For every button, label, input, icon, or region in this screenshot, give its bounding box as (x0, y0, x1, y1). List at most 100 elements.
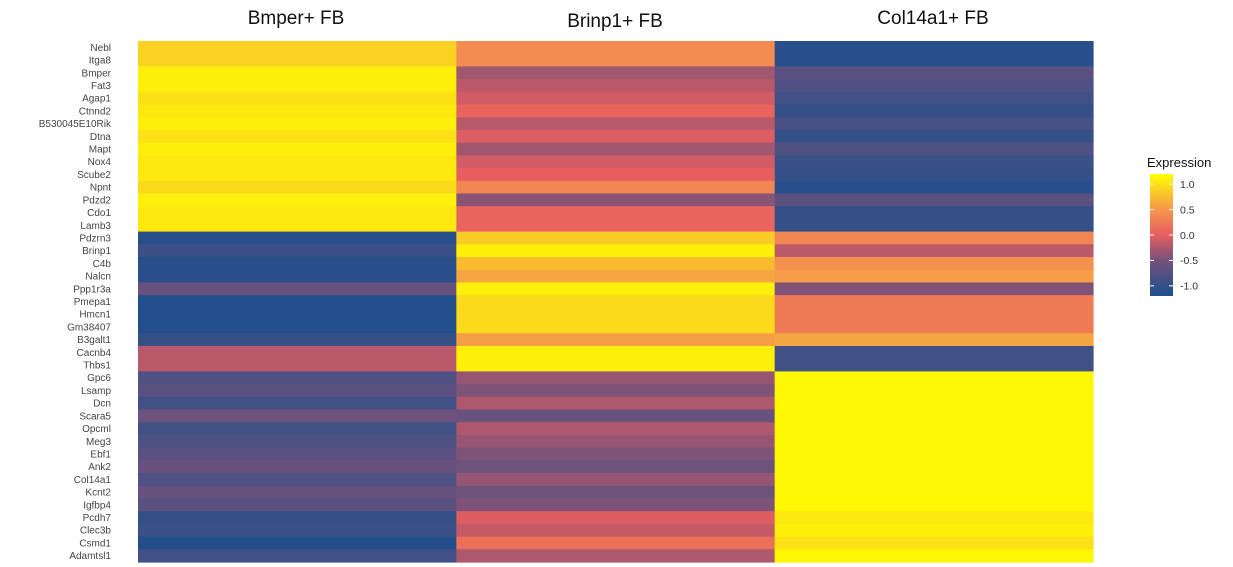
row-label-dtna: Dtna (90, 132, 112, 143)
heatmap-cell-brinp1-bmper-fb (138, 244, 457, 258)
heatmap-cell-col14a1-bmper-fb (138, 473, 457, 487)
heatmap-cell-igfbp4-col14a1-fb (774, 498, 1094, 512)
heatmap-cell-npnt-bmper-fb (138, 180, 457, 195)
heatmap-cell-gpc6-bmper-fb (138, 371, 457, 385)
heatmap-cell-clec3b-brinp1-fb (456, 523, 776, 538)
heatmap-cell-bmper-brinp1-fb (456, 66, 776, 80)
heatmap-cell-hmcn1-brinp1-fb (456, 307, 776, 322)
heatmap-cells (138, 41, 1094, 563)
heatmap-cell-ebf1-col14a1-fb (774, 447, 1094, 461)
heatmap-cell-adamtsl1-bmper-fb (138, 549, 457, 563)
heatmap-cell-pcdh7-bmper-fb (138, 511, 457, 525)
heatmap-cell-dcn-col14a1-fb (774, 396, 1094, 411)
heatmap-cell-hmcn1-col14a1-fb (774, 307, 1094, 322)
heatmap-cell-meg3-col14a1-fb (774, 434, 1094, 449)
heatmap-cell-csmd1-col14a1-fb (774, 536, 1094, 550)
heatmap-cell-itga8-brinp1-fb (456, 53, 776, 68)
heatmap-cell-b3galt1-bmper-fb (138, 333, 457, 347)
heatmap-cell-pdzd2-bmper-fb (138, 193, 457, 207)
heatmap-cell-lsamp-col14a1-fb (774, 384, 1094, 398)
heatmap-cell-fat3-brinp1-fb (456, 79, 776, 93)
heatmap-cell-csmd1-bmper-fb (138, 536, 457, 550)
row-label-opcml: Opcml (82, 424, 111, 435)
heatmap-cell-csmd1-brinp1-fb (456, 536, 776, 550)
row-label-lsamp: Lsamp (81, 386, 111, 397)
legend-title: Expression (1147, 155, 1211, 170)
heatmap-cell-ank2-bmper-fb (138, 460, 457, 474)
heatmap-cell-pmepa1-brinp1-fb (456, 295, 776, 309)
heatmap-cell-cdo1-bmper-fb (138, 206, 457, 220)
heatmap-cell-lsamp-bmper-fb (138, 384, 457, 398)
heatmap-cell-pdzd2-brinp1-fb (456, 193, 776, 207)
row-label-igfbp4: Igfbp4 (83, 500, 111, 511)
row-label-nox4: Nox4 (88, 157, 112, 168)
heatmap-cell-fat3-bmper-fb (138, 79, 457, 93)
heatmap-cell-col14a1-col14a1-fb (774, 473, 1094, 487)
heatmap-cell-igfbp4-brinp1-fb (456, 498, 776, 512)
heatmap-cell-scube2-bmper-fb (138, 168, 457, 182)
row-label-ppp1r3a: Ppp1r3a (73, 284, 111, 295)
row-label-nalcn: Nalcn (85, 272, 111, 283)
heatmap-cell-agap1-brinp1-fb (456, 91, 776, 106)
heatmap-cell-dcn-brinp1-fb (456, 396, 776, 411)
heatmap-cell-nalcn-brinp1-fb (456, 269, 776, 284)
heatmap-cell-ank2-col14a1-fb (774, 460, 1094, 474)
heatmap-cell-c4b-brinp1-fb (456, 257, 776, 271)
row-label-b3galt1: B3galt1 (77, 335, 111, 346)
heatmap-cell-dtna-bmper-fb (138, 129, 457, 144)
row-label-ebf1: Ebf1 (90, 449, 111, 460)
row-label-nebl: Nebl (90, 43, 111, 54)
heatmap-cell-nebl-brinp1-fb (456, 41, 776, 55)
row-label-dcn: Dcn (93, 399, 111, 410)
heatmap-cell-pdzrn3-brinp1-fb (456, 231, 776, 245)
heatmap-cell-lsamp-brinp1-fb (456, 384, 776, 398)
heatmap-cell-bmper-bmper-fb (138, 66, 457, 80)
heatmap-cell-meg3-bmper-fb (138, 434, 457, 449)
row-label-adamtsl1: Adamtsl1 (69, 551, 111, 562)
row-label-cdo1: Cdo1 (87, 208, 111, 219)
heatmap-cell-scara5-bmper-fb (138, 409, 457, 423)
heatmap-cell-npnt-brinp1-fb (456, 180, 776, 195)
heatmap-cell-mapt-brinp1-fb (456, 142, 776, 156)
heatmap-cell-gpc6-brinp1-fb (456, 371, 776, 385)
heatmap-cell-brinp1-col14a1-fb (774, 244, 1094, 258)
heatmap-cell-b3galt1-col14a1-fb (774, 333, 1094, 347)
row-label-pmepa1: Pmepa1 (74, 297, 112, 308)
heatmap-cell-gm38407-bmper-fb (138, 320, 457, 334)
heatmap-cell-opcml-col14a1-fb (774, 422, 1094, 436)
heatmap-cell-kcnt2-brinp1-fb (456, 485, 776, 500)
heatmap-cell-b530045e10rik-brinp1-fb (456, 117, 776, 131)
heatmap-cell-c4b-bmper-fb (138, 257, 457, 271)
heatmap-cell-ppp1r3a-brinp1-fb (456, 282, 776, 296)
legend-tick-label-4: -1.0 (1180, 281, 1198, 293)
heatmap-cell-col14a1-brinp1-fb (456, 473, 776, 487)
heatmap-cell-nalcn-col14a1-fb (774, 269, 1094, 284)
row-label-gpc6: Gpc6 (87, 373, 111, 384)
heatmap-cell-b3galt1-brinp1-fb (456, 333, 776, 347)
heatmap-cell-clec3b-col14a1-fb (774, 523, 1094, 538)
row-label-scube2: Scube2 (77, 170, 111, 181)
heatmap-cell-nox4-bmper-fb (138, 155, 457, 169)
heatmap-cell-mapt-bmper-fb (138, 142, 457, 156)
heatmap-cell-mapt-col14a1-fb (774, 142, 1094, 156)
heatmap-cell-opcml-bmper-fb (138, 422, 457, 436)
heatmap-cell-nox4-col14a1-fb (774, 155, 1094, 169)
row-label-pdzd2: Pdzd2 (83, 195, 112, 206)
row-label-clec3b: Clec3b (80, 526, 112, 537)
row-label-col14a1: Col14a1 (74, 475, 112, 486)
row-label-meg3: Meg3 (86, 437, 111, 448)
row-label-bmper: Bmper (82, 68, 112, 79)
row-label-brinp1: Brinp1 (82, 246, 111, 257)
heatmap-cell-meg3-brinp1-fb (456, 434, 776, 449)
heatmap-cell-ebf1-bmper-fb (138, 447, 457, 461)
row-label-npnt: Npnt (90, 183, 111, 194)
row-label-c4b: C4b (93, 259, 112, 270)
heatmap-cell-scube2-brinp1-fb (456, 168, 776, 182)
heatmap-cell-scara5-brinp1-fb (456, 409, 776, 423)
heatmap-cell-thbs1-bmper-fb (138, 358, 457, 372)
heatmap-cell-bmper-col14a1-fb (774, 66, 1094, 80)
heatmap-cell-npnt-col14a1-fb (774, 180, 1094, 195)
row-label-agap1: Agap1 (82, 94, 111, 105)
